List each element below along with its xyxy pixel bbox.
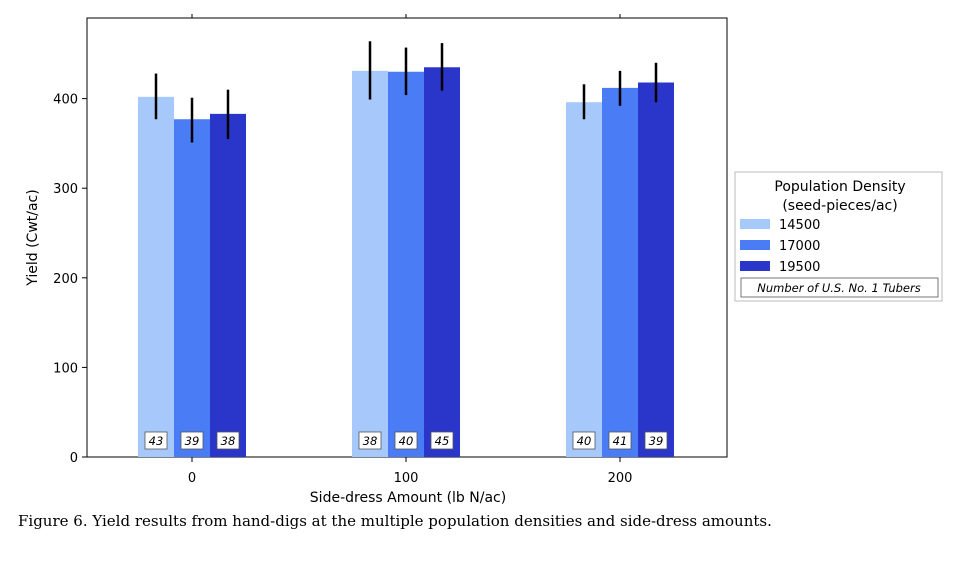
count-value: 39	[649, 434, 664, 448]
x-axis-title: Side-dress Amount (lb N/ac)	[310, 490, 506, 506]
legend-label: 19500	[779, 260, 820, 275]
legend-label: 14500	[779, 218, 820, 233]
legend-label: 17000	[779, 239, 820, 254]
legend-swatch	[740, 219, 770, 229]
count-value: 38	[363, 434, 378, 448]
count-box	[644, 431, 668, 450]
tuber-count-label: 38	[216, 431, 240, 450]
legend-note: Number of U.S. No. 1 Tubers	[757, 281, 920, 295]
y-tick-label: 100	[53, 361, 78, 376]
legend: Population Density (seed-pieces/ac) 14500 1…	[734, 171, 943, 302]
count-value: 45	[435, 434, 450, 448]
legend-swatch	[740, 240, 770, 250]
tuber-count-label: 39	[644, 431, 668, 450]
bar-14500-0	[138, 96, 174, 457]
y-tick-label: 300	[53, 182, 78, 197]
tuber-count-label: 45	[430, 431, 454, 450]
count-value: 40	[399, 434, 414, 448]
legend-title: (seed-pieces/ac)	[782, 198, 897, 214]
yield-chart: 0 100 200 300 400 Yield (Cwt/ac) 0 43 39 38 100 38 4…	[25, 14, 943, 506]
bar-19500-100	[424, 67, 460, 457]
count-box	[608, 431, 632, 450]
count-value: 39	[185, 434, 200, 448]
y-tick-label: 200	[53, 272, 78, 287]
count-box	[144, 431, 168, 450]
tuber-count-label: 40	[572, 431, 596, 450]
figure-caption: Figure 6. Yield results from hand-digs a…	[18, 512, 772, 530]
x-tick-label: 100	[394, 471, 419, 486]
tuber-count-label: 39	[180, 431, 204, 450]
y-axis-title: Yield (Cwt/ac)	[25, 189, 41, 286]
count-value: 43	[149, 434, 164, 448]
legend-swatch	[740, 261, 770, 271]
legend-note-box	[740, 277, 939, 298]
count-box	[394, 431, 418, 450]
tuber-count-label: 41	[608, 431, 632, 450]
legend-title: Population Density	[774, 179, 905, 195]
y-tick-label: 0	[70, 451, 78, 466]
bar-17000-0	[174, 119, 210, 458]
bar-14500-100	[352, 70, 388, 457]
tuber-count-label: 40	[394, 431, 418, 450]
bar-17000-100	[388, 71, 424, 458]
bar-19500-0	[210, 113, 246, 457]
count-value: 41	[613, 434, 628, 448]
count-value: 40	[577, 434, 592, 448]
count-value: 38	[221, 434, 236, 448]
bar-14500-200	[566, 102, 602, 458]
tuber-count-label: 43	[144, 431, 168, 450]
x-tick-label: 200	[608, 471, 633, 486]
count-box	[180, 431, 204, 450]
y-tick-label: 400	[53, 93, 78, 108]
count-box	[572, 431, 596, 450]
count-box	[216, 431, 240, 450]
count-box	[430, 431, 454, 450]
bar-19500-200	[638, 82, 674, 458]
bar-17000-200	[602, 87, 638, 458]
x-tick-label: 0	[188, 471, 196, 486]
count-box	[358, 431, 382, 450]
tuber-count-label: 38	[358, 431, 382, 450]
